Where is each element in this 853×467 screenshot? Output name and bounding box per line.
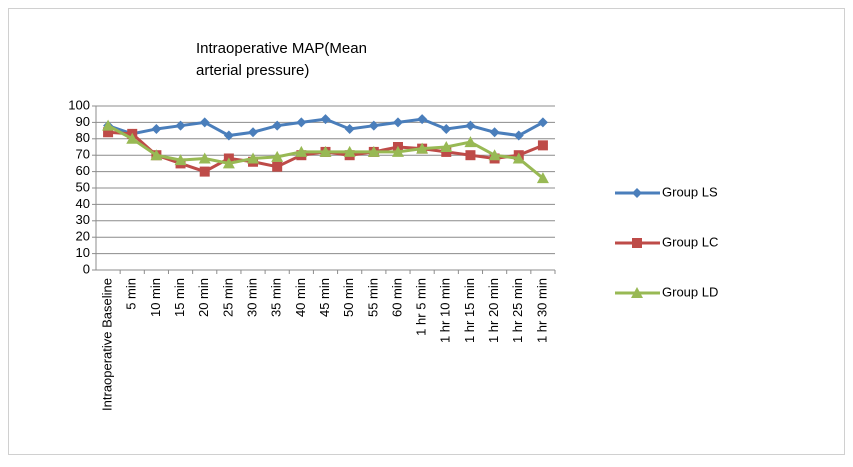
y-tick-label: 80 — [76, 130, 90, 145]
data-point — [198, 152, 211, 164]
data-point — [464, 136, 477, 148]
data-point — [126, 132, 139, 144]
legend-marker — [632, 188, 642, 198]
x-tick-label: 1 hr 30 min — [534, 278, 549, 343]
legend-label: Group LD — [662, 284, 718, 299]
legend-label: Group LC — [662, 234, 718, 249]
data-point — [175, 120, 186, 131]
data-point — [536, 172, 549, 184]
data-point — [272, 120, 283, 131]
data-point — [103, 127, 114, 138]
data-point — [271, 150, 284, 162]
data-point — [344, 123, 355, 134]
data-point — [440, 141, 453, 152]
y-tick-label: 30 — [76, 212, 90, 227]
data-point — [489, 127, 500, 138]
x-tick-label: 1 hr 5 min — [414, 278, 429, 336]
data-point — [391, 145, 404, 157]
x-tick-label: 10 min — [148, 278, 163, 317]
data-point — [417, 114, 428, 125]
data-point — [465, 120, 476, 131]
x-tick-label: 30 min — [244, 278, 259, 317]
x-tick-label: 60 min — [389, 278, 404, 317]
data-point — [199, 117, 210, 128]
x-tick-label: 45 min — [317, 278, 332, 317]
data-point — [222, 157, 235, 169]
legend-marker — [632, 238, 642, 248]
y-tick-label: 70 — [76, 147, 90, 162]
data-point — [223, 130, 234, 141]
data-point — [174, 154, 187, 166]
data-point — [537, 140, 548, 151]
x-tick-label: 20 min — [196, 278, 211, 317]
y-tick-label: 20 — [76, 229, 90, 244]
x-tick-label: 5 min — [124, 278, 139, 310]
data-point — [320, 114, 331, 125]
data-point — [367, 145, 380, 157]
data-point — [150, 149, 163, 161]
chart-title: Intraoperative MAP(Mean arterial pressur… — [196, 40, 367, 79]
y-tick-label: 50 — [76, 179, 90, 194]
chart-frame — [8, 8, 845, 455]
data-point — [248, 127, 259, 138]
y-tick-label: 40 — [76, 196, 90, 211]
x-tick-label: 55 min — [365, 278, 380, 317]
data-point — [151, 123, 162, 134]
data-point — [368, 120, 379, 131]
x-tick-label: 1 hr 20 min — [486, 278, 501, 343]
data-point — [343, 145, 356, 157]
x-tick-label: 1 hr 25 min — [510, 278, 525, 343]
y-tick-label: 100 — [68, 97, 90, 112]
x-tick-label: Intraoperative Baseline — [100, 278, 115, 411]
x-tick-label: 25 min — [220, 278, 235, 317]
data-point — [392, 117, 403, 128]
data-point — [488, 149, 501, 161]
data-point — [416, 142, 429, 154]
x-tick-label: 40 min — [293, 278, 308, 317]
y-tick-label: 0 — [83, 261, 90, 276]
data-point — [296, 117, 307, 128]
data-point — [319, 145, 332, 157]
data-point — [513, 130, 524, 141]
x-tick-label: 1 hr 15 min — [462, 278, 477, 343]
data-point — [247, 152, 260, 164]
data-point — [295, 145, 308, 157]
x-tick-label: 35 min — [269, 278, 284, 317]
y-tick-label: 90 — [76, 114, 90, 129]
data-point — [199, 166, 210, 177]
y-tick-label: 60 — [76, 163, 90, 178]
data-point — [512, 152, 525, 164]
data-point — [441, 123, 452, 134]
x-tick-label: 50 min — [341, 278, 356, 317]
data-point — [465, 150, 476, 161]
x-tick-label: 1 hr 10 min — [438, 278, 453, 343]
legend-label: Group LS — [662, 184, 718, 199]
data-point — [272, 161, 283, 172]
x-tick-label: 15 min — [172, 278, 187, 317]
legend-marker — [631, 287, 643, 298]
data-point — [537, 117, 548, 128]
y-tick-label: 10 — [76, 245, 90, 260]
data-point — [102, 119, 115, 131]
